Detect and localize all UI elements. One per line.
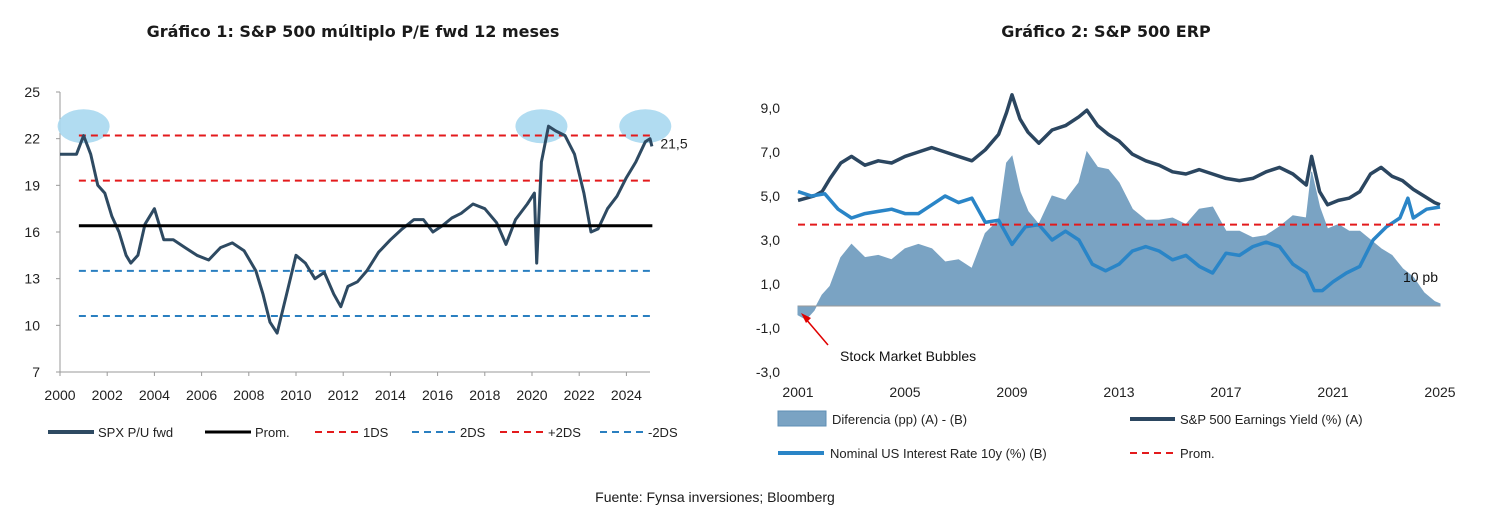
chart1-x-tick-label: 2002	[92, 387, 123, 403]
chart2-legend-label-diff: Diferencia (pp) (A) - (B)	[832, 412, 967, 427]
chart1-legend-label: Prom.	[255, 425, 290, 440]
chart1-pe-series-line	[60, 124, 654, 335]
chart2-x-tick-label: 2025	[1424, 384, 1455, 400]
chart1-legend-label: 2DS	[460, 425, 486, 440]
chart2-x-tick-label: 2005	[889, 384, 920, 400]
chart1-y-tick-label: 7	[32, 364, 40, 380]
chart2-y-tick-label: 9,0	[761, 100, 781, 116]
chart2-legend-label-mean: Prom.	[1180, 446, 1215, 461]
chart1-y-tick-label: 16	[24, 224, 40, 240]
chart1-peak-highlight	[515, 109, 568, 144]
chart2-y-tick-label: 7,0	[761, 144, 781, 160]
chart1-y-tick-label: 10	[24, 317, 40, 333]
chart1-legend-label: 1DS	[363, 425, 389, 440]
chart2-bubbles-arrowhead	[801, 313, 811, 323]
chart2-bubbles-annotation: Stock Market Bubbles	[840, 348, 976, 364]
chart2-legend-swatch-diff	[777, 410, 827, 427]
chart1-y-tick-label: 22	[24, 131, 40, 147]
chart2-x-tick-label: 2001	[782, 384, 813, 400]
chart1-x-tick-label: 2004	[139, 387, 170, 403]
chart1-x-tick-label: 2008	[233, 387, 264, 403]
chart2-y-tick-label: 3,0	[761, 232, 781, 248]
chart1-y-tick-label: 13	[24, 271, 40, 287]
chart1-legend-label: +2DS	[548, 425, 581, 440]
chart1-x-tick-label: 2012	[328, 387, 359, 403]
chart2-legend-label-rate: Nominal US Interest Rate 10y (%) (B)	[830, 446, 1047, 461]
chart1-x-tick-label: 2024	[611, 387, 642, 403]
chart1-x-tick-label: 2000	[44, 387, 75, 403]
chart2-y-tick-label: 5,0	[761, 188, 781, 204]
chart2-difference-area	[797, 150, 1441, 320]
chart2-y-tick-label: 1,0	[761, 276, 781, 292]
chart1-title: Gráfico 1: S&P 500 múltiplo P/E fwd 12 m…	[146, 22, 560, 41]
chart2-x-tick-label: 2021	[1317, 384, 1348, 400]
chart2-y-tick-label: -1,0	[756, 320, 780, 336]
chart2-y-tick-label: -3,0	[756, 364, 780, 380]
chart1-legend-label: SPX P/U fwd	[98, 425, 173, 440]
chart2-earnings-yield-line	[797, 93, 1441, 207]
chart1-x-tick-label: 2010	[280, 387, 311, 403]
chart1-x-tick-label: 2022	[564, 387, 595, 403]
chart2-interest-rate-line	[797, 189, 1441, 293]
chart1-legend-label: -2DS	[648, 425, 678, 440]
source-note: Fuente: Fynsa inversiones; Bloomberg	[595, 489, 835, 505]
chart1-last-value-label: 21,5	[660, 135, 687, 151]
chart2-x-tick-label: 2013	[1103, 384, 1134, 400]
chart2-x-tick-label: 2009	[996, 384, 1027, 400]
chart1-y-tick-label: 19	[24, 177, 40, 193]
chart1-x-tick-label: 2006	[186, 387, 217, 403]
chart2-bubbles-arrow	[804, 317, 829, 346]
chart2-x-tick-label: 2017	[1210, 384, 1241, 400]
chart1-x-tick-label: 2014	[375, 387, 406, 403]
chart2-title: Gráfico 2: S&P 500 ERP	[1001, 22, 1211, 41]
chart1-x-tick-label: 2020	[516, 387, 547, 403]
chart1-y-tick-label: 25	[24, 84, 40, 100]
chart1-x-tick-label: 2018	[469, 387, 500, 403]
chart2-legend-label-ey: S&P 500 Earnings Yield (%) (A)	[1180, 412, 1363, 427]
chart1-x-tick-label: 2016	[422, 387, 453, 403]
chart2-10pb-annotation: 10 pb	[1403, 269, 1438, 285]
